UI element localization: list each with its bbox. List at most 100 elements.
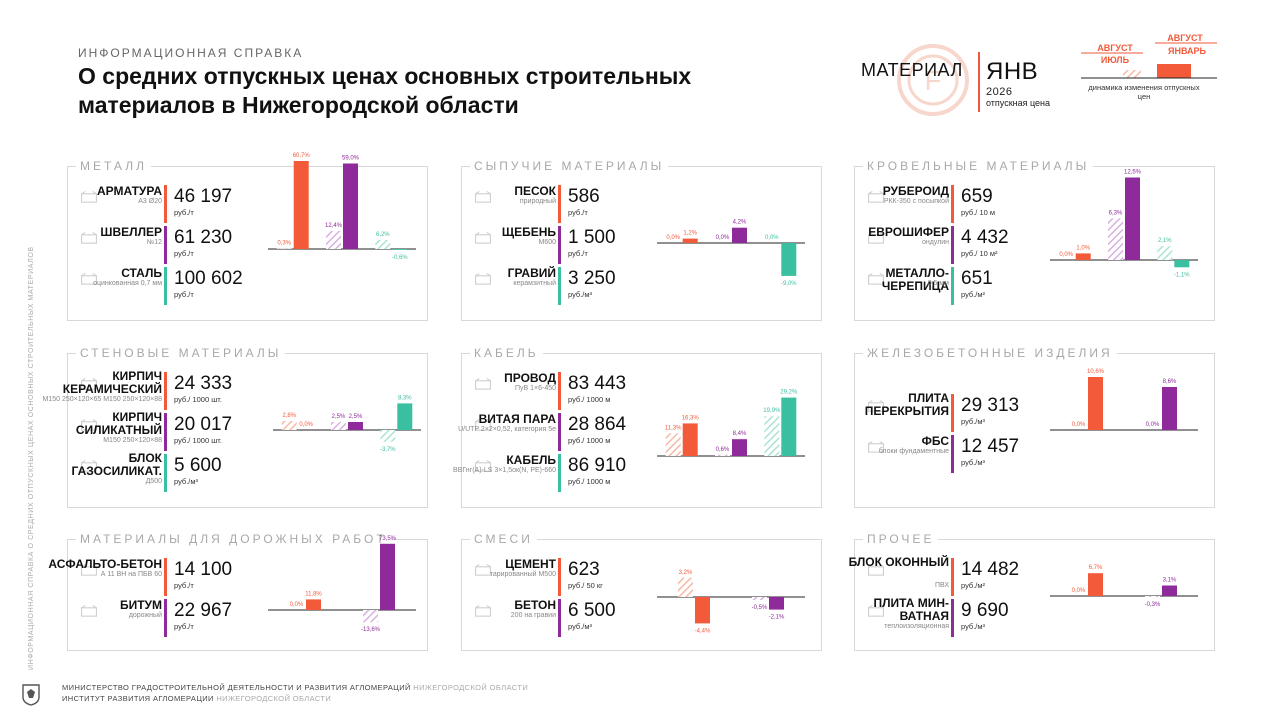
material-row: ЕВРОШИФЕР ондулин 4 432 руб./ 10 м² (855, 226, 1035, 264)
material-color-bar (558, 372, 561, 410)
material-name: БЛОК ОКОННЫЙ (848, 555, 949, 569)
bar (1075, 253, 1091, 260)
material-row: КАБЕЛЬ ВВГнг(А)-LS 3×1,5ок(N, PE)-660 86 9… (453, 454, 642, 492)
material-subtitle: блоки фундаментные (878, 448, 949, 455)
material-price: 14 482 (961, 559, 1020, 580)
bar-value-label: 3,1% (1163, 578, 1177, 584)
bar-value-label: 11,8% (305, 591, 322, 597)
bar (769, 597, 784, 610)
material-unit: руб./ 1000 шт. (174, 436, 222, 445)
material-subtitle: 0,5 мм (927, 280, 949, 287)
material-name: СТАЛЬ (121, 266, 162, 280)
material-subtitle: М150 250×120×65 М150 250×120×88 (42, 396, 163, 403)
material-price: 20 017 (174, 414, 233, 435)
material-price: 1 500 (568, 227, 616, 248)
bar-value-label: 6,2% (376, 232, 390, 238)
bar-value-label: 0,0% (765, 235, 779, 241)
material-name: ШВЕЛЛЕР (100, 225, 162, 239)
channel-icon (81, 232, 97, 244)
legend-divider (978, 52, 980, 112)
material-unit: руб./т (568, 208, 588, 217)
material-price: 4 432 (961, 227, 1009, 248)
cement-bag-icon (475, 564, 491, 576)
bar (764, 416, 780, 456)
roll-icon (868, 191, 884, 203)
bar (392, 249, 408, 250)
section-box: СЫПУЧИЕ МАТЕРИАЛЫ ПЕСОК природный 586 руб./т… (461, 159, 822, 321)
section-box: СМЕСИ ЦЕМЕНТ тарированный М500 623 руб./ 50 … (461, 532, 822, 651)
material-row: ШВЕЛЛЕР №12 61 230 руб./т (68, 226, 248, 264)
bar-value-label: 10,6% (1087, 369, 1105, 375)
material-row: БИТУМ дорожный 22 967 руб./т (68, 599, 248, 637)
bar-value-label: 60,7% (293, 153, 311, 159)
material-name: БЛОК ГАЗОСИЛИКАТ. (71, 451, 162, 478)
bar-chart: 0,3% 60,7% 12,4% 59,0% 6,2% -0,6% (268, 153, 416, 261)
bar (306, 599, 321, 610)
material-name: ЕВРОШИФЕР (868, 225, 949, 239)
material-name: ПРОВОД (504, 371, 556, 385)
material-row: БЕТОН 200 на гравии 6 500 руб./м³ (462, 599, 642, 637)
legend-pair1-top: АВГУСТ (1097, 43, 1133, 53)
material-price: 100 602 (174, 268, 243, 289)
bar (665, 433, 681, 456)
bar-chart: 11,3%16,3% 0,6% 8,4% 19,9% 29,2% (657, 390, 805, 457)
bar-value-label: -13,6% (361, 627, 381, 633)
material-row: РУБЕРОИД РКК-350 с посыпкой 659 руб./ 10 м (855, 185, 1035, 223)
bar (781, 397, 797, 456)
section-title: ЖЕЛЕЗОБЕТОННЫЕ ИЗДЕЛИЯ (863, 346, 1117, 360)
bitumen-icon (81, 605, 97, 617)
material-row: АРМАТУРА А3 Ø20 46 197 руб./т (68, 185, 248, 223)
bar-value-label: -0,5% (752, 605, 768, 611)
bar (1157, 246, 1173, 260)
material-subtitle: 200 на гравии (510, 612, 556, 619)
material-color-bar (951, 394, 954, 432)
page-title: О средних отпускных ценах основных строи… (78, 63, 692, 118)
material-subtitle: М150 250×120×88 (103, 437, 162, 444)
bar-value-label: -9,0% (781, 281, 797, 287)
material-name: АСФАЛЬТО-БЕТОН (48, 557, 162, 571)
bar-value-label: 0,0% (1059, 252, 1073, 258)
material-row: СТАЛЬ оцинкованная 0,7 мм 100 602 руб./т (68, 267, 248, 305)
bar (682, 238, 698, 243)
material-name: ПЛИТА МИН-ВАТНАЯ (873, 596, 949, 623)
section-box: СТЕНОВЫЕ МАТЕРИАЛЫ КИРПИЧ КЕРАМИЧЕСКИЙ М15… (43, 346, 428, 508)
material-unit: руб./м³ (568, 290, 593, 299)
material-color-bar (558, 267, 561, 305)
bar-chart: 0,0%1,2%0,0%4,2%0,0%-9,0% (657, 220, 805, 287)
material-unit: руб./м³ (568, 622, 593, 631)
material-color-bar (164, 226, 167, 264)
legend-solid-bar (1157, 64, 1191, 78)
bar (348, 422, 363, 430)
material-row: ЩЕБЕНЬ М600 1 500 руб./т (462, 226, 642, 264)
material-price: 46 197 (174, 186, 233, 207)
bar-value-label: 19,9% (763, 408, 781, 414)
material-color-bar (951, 185, 954, 223)
section-title: МАТЕРИАЛЫ ДЛЯ ДОРОЖНЫХ РАБОТ (76, 532, 391, 546)
bar (293, 161, 309, 249)
material-unit: руб./ 10 м² (961, 249, 998, 258)
material-color-bar (558, 413, 561, 451)
material-unit: руб./ 1000 м (568, 477, 611, 486)
footer-line-2: ИНСТИТУТ РАЗВИТИЯ АГЛОМЕРАЦИИ НИЖЕГОРОДС… (62, 694, 332, 703)
material-subtitle: М600 (538, 239, 556, 246)
material-color-bar (558, 185, 561, 223)
material-unit: руб./т (174, 208, 194, 217)
legend-hatched-bar (1123, 70, 1141, 78)
material-row: АСФАЛЬТО-БЕТОН А 11 ВН на ПБВ 60 14 100 руб… (48, 558, 248, 596)
bar-value-label: -2,1% (769, 615, 785, 621)
bar-value-label: 8,3% (398, 395, 412, 401)
bar-value-label: 2,5% (332, 414, 346, 420)
material-unit: руб./м³ (961, 458, 986, 467)
material-price: 61 230 (174, 227, 233, 248)
report-kicker: ИНФОРМАЦИОННАЯ СПРАВКА (78, 46, 304, 60)
material-name: ЦЕМЕНТ (505, 557, 556, 571)
bar-chart: 2,8%0,0% 2,5% 2,5% -3,7% 8,3% (273, 395, 421, 453)
material-name: ВИТАЯ ПАРА (478, 412, 556, 426)
bar-value-label: 0,0% (299, 422, 313, 428)
section-title: КРОВЕЛЬНЫЕ МАТЕРИАЛЫ (863, 159, 1094, 173)
material-name: АРМАТУРА (97, 184, 162, 198)
bar (715, 454, 730, 456)
material-price: 86 910 (568, 455, 627, 476)
bar (695, 597, 710, 624)
material-name: ПЕСОК (514, 184, 556, 198)
